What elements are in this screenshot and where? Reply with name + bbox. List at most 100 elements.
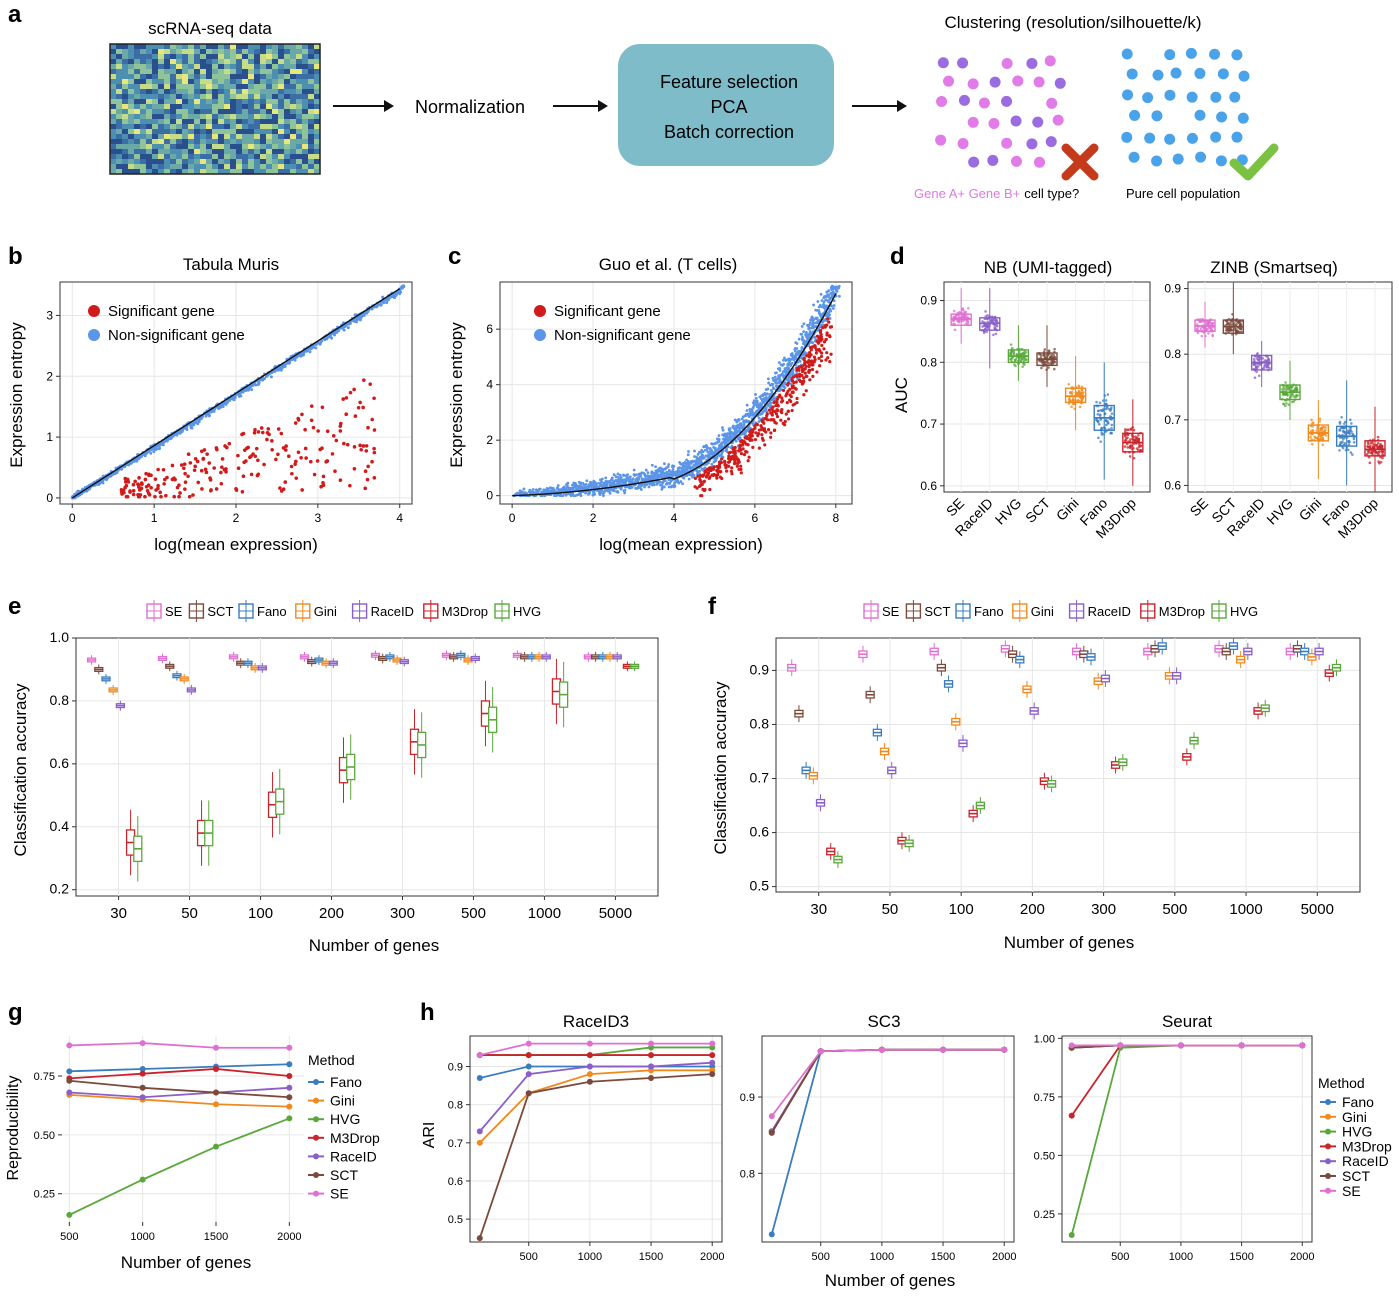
- nonsig-gene-point: [750, 409, 754, 413]
- sig-gene-point: [773, 410, 777, 414]
- nonsig-gene-point: [815, 321, 818, 325]
- nonsig-gene-point: [554, 490, 558, 494]
- auc-point: [1129, 438, 1132, 441]
- heatmap-cell: [170, 89, 176, 94]
- heatmap-cell: [254, 74, 260, 79]
- sig-gene-point: [199, 449, 204, 454]
- heatmap-cell: [248, 159, 254, 164]
- heatmap-cell: [314, 144, 320, 149]
- heatmap-cell: [218, 139, 224, 144]
- heatmap-cell: [182, 114, 188, 119]
- sig-gene-point: [352, 467, 357, 471]
- heatmap-cell: [242, 154, 248, 159]
- heatmap-cell: [158, 109, 164, 114]
- heatmap-cell: [152, 54, 158, 59]
- x-tick-label: 2: [233, 511, 240, 525]
- sig-gene-point: [746, 443, 750, 447]
- heatmap-cell: [116, 99, 122, 104]
- sig-gene-point: [183, 487, 187, 491]
- sig-gene-point: [790, 408, 794, 413]
- nonsig-gene-point: [587, 492, 590, 496]
- nonsig-gene-point: [600, 484, 604, 488]
- sig-gene-point: [784, 412, 788, 416]
- sig-gene-point: [344, 412, 349, 417]
- cluster-cell-dot: [937, 57, 949, 69]
- sig-gene-point: [730, 466, 734, 470]
- heatmap-cell: [110, 144, 116, 149]
- sig-gene-point: [739, 471, 743, 475]
- heatmap-cell: [308, 114, 314, 119]
- cluster-cell-dot: [1231, 49, 1243, 61]
- heatmap-cell: [170, 149, 176, 154]
- nonsig-gene-point: [676, 466, 680, 470]
- nonsig-gene-point: [765, 392, 769, 396]
- sig-gene-point: [352, 445, 357, 449]
- heatmap-cell: [116, 134, 122, 139]
- auc-point: [991, 318, 995, 322]
- sig-gene-point: [363, 469, 368, 474]
- heatmap-cell: [194, 129, 200, 134]
- sig-gene-point: [798, 365, 802, 369]
- nonsig-gene-point: [783, 367, 787, 370]
- heatmap-cell: [116, 169, 122, 174]
- heatmap-cell: [110, 129, 116, 134]
- heatmap-cell: [308, 94, 314, 99]
- heatmap-cell: [224, 64, 230, 69]
- nonsig-gene-point: [524, 491, 528, 495]
- sig-gene-point: [693, 476, 698, 481]
- sig-gene-point: [785, 392, 789, 396]
- heatmap-cell: [182, 154, 188, 159]
- heatmap-cell: [146, 89, 152, 94]
- heatmap-cell: [206, 74, 212, 79]
- nonsig-gene-point: [358, 318, 362, 322]
- heatmap-cell: [278, 54, 284, 59]
- heatmap-cell: [164, 79, 170, 84]
- heatmap-cell: [242, 124, 248, 129]
- cluster-cell-dot: [1142, 92, 1154, 104]
- nonsig-gene-point: [741, 432, 745, 436]
- auc-point: [1023, 352, 1026, 356]
- nonsig-gene-point: [675, 471, 679, 475]
- heatmap-cell: [194, 169, 200, 174]
- heatmap-cell: [158, 169, 164, 174]
- heatmap-cell: [146, 129, 152, 134]
- heatmap-cell: [134, 99, 140, 104]
- heatmap-cell: [158, 84, 164, 89]
- heatmap-cell: [272, 109, 278, 114]
- heatmap-cell: [266, 139, 272, 144]
- heatmap-cell: [254, 164, 260, 169]
- sig-gene-point: [193, 464, 197, 469]
- sig-gene-point: [262, 462, 266, 467]
- heatmap-cell: [116, 69, 122, 74]
- heatmap-cell: [206, 134, 212, 139]
- heatmap-cell: [236, 94, 242, 99]
- heatmap-cell: [236, 169, 242, 174]
- heatmap-cell: [200, 94, 206, 99]
- heatmap-cell: [218, 159, 224, 164]
- nonsig-gene-point: [645, 483, 648, 487]
- sig-gene-point: [727, 460, 732, 464]
- heatmap-cell: [170, 169, 176, 174]
- heatmap-cell: [290, 134, 296, 139]
- cluster-cell-dot: [935, 134, 947, 146]
- heatmap-cell: [170, 134, 176, 139]
- heatmap-cell: [200, 129, 206, 134]
- heatmap-cell: [140, 79, 146, 84]
- sig-gene-point: [707, 476, 711, 480]
- heatmap-cell: [290, 159, 296, 164]
- nonsig-gene-point: [616, 472, 620, 476]
- heatmap-cell: [140, 154, 146, 159]
- nonsig-gene-point: [676, 468, 680, 472]
- nonsig-gene-point: [584, 491, 587, 495]
- legend-c-sig: Significant gene: [554, 303, 661, 320]
- heatmap-cell: [272, 129, 278, 134]
- heatmap-cell: [128, 84, 134, 89]
- heatmap-cell: [188, 69, 194, 74]
- heatmap-cell: [176, 79, 182, 84]
- sig-gene-point: [309, 418, 314, 423]
- sig-gene-point: [807, 368, 811, 372]
- nonsig-gene-point: [570, 486, 574, 490]
- heatmap-cell: [218, 74, 224, 79]
- nonsig-gene-point: [518, 492, 522, 496]
- sig-gene-point: [786, 409, 790, 413]
